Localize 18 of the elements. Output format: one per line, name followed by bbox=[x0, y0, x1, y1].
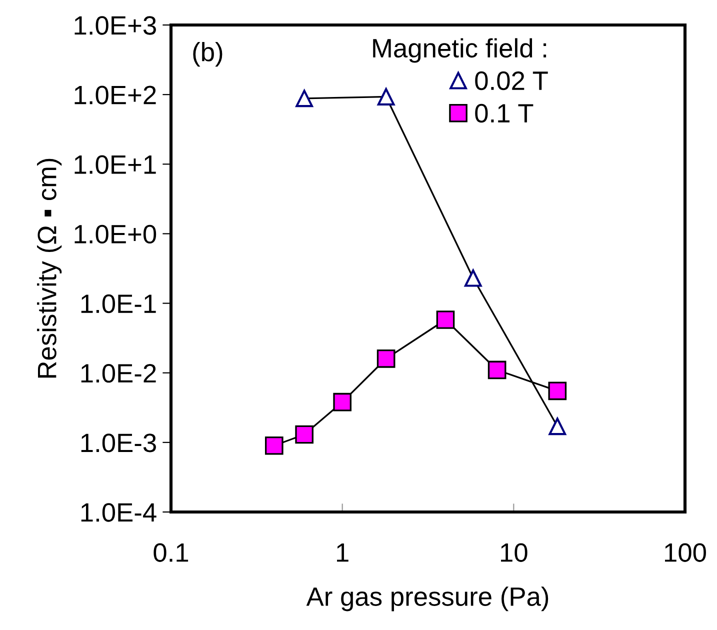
x-tick-label: 10 bbox=[501, 543, 528, 562]
annotation: (b) bbox=[193, 42, 222, 67]
legend-title: Magnetic field : bbox=[373, 38, 546, 63]
x-tick-label: 0.1 bbox=[154, 543, 188, 562]
y-tick-label: 1.0E-4 bbox=[81, 503, 156, 522]
x-axis-title: Ar gas pressure (Pa) bbox=[306, 586, 548, 612]
y-tick-label: 1.0E+0 bbox=[74, 224, 156, 244]
y-tick-label: 1.0E-1 bbox=[81, 294, 156, 314]
y-tick-label: 1.0E-3 bbox=[81, 434, 156, 452]
y-axis-title: Resistivity (Ω ▪ cm) bbox=[37, 158, 62, 378]
x-tick-label: 100 bbox=[665, 543, 706, 562]
y-tick-label: 1.0E-2 bbox=[81, 364, 156, 383]
y-tick-label: 1.0E+2 bbox=[74, 86, 156, 104]
legend-label: 0.02 T bbox=[475, 71, 548, 90]
x-tick-label: 1 bbox=[337, 544, 348, 562]
y-tick-label: 1.0E+3 bbox=[74, 16, 156, 35]
y-tick-label: 1.0E+1 bbox=[74, 155, 156, 174]
legend-label: 0.1 T bbox=[475, 104, 534, 123]
